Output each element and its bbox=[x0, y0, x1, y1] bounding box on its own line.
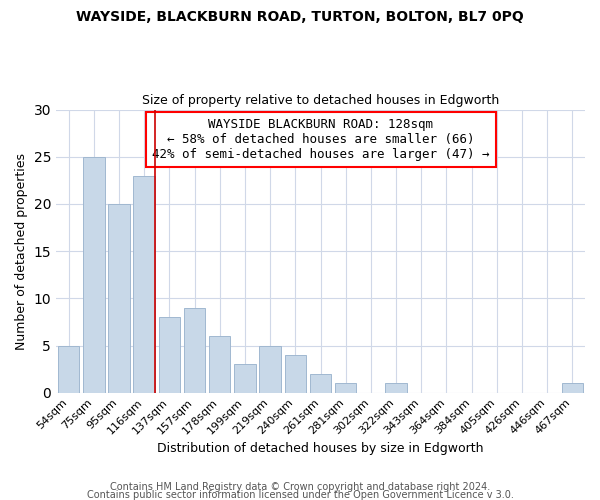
Text: WAYSIDE, BLACKBURN ROAD, TURTON, BOLTON, BL7 0PQ: WAYSIDE, BLACKBURN ROAD, TURTON, BOLTON,… bbox=[76, 10, 524, 24]
Bar bbox=[335, 384, 356, 392]
Bar bbox=[310, 374, 331, 392]
Bar bbox=[385, 384, 407, 392]
Text: Contains HM Land Registry data © Crown copyright and database right 2024.: Contains HM Land Registry data © Crown c… bbox=[110, 482, 490, 492]
Bar bbox=[234, 364, 256, 392]
Text: WAYSIDE BLACKBURN ROAD: 128sqm
← 58% of detached houses are smaller (66)
42% of : WAYSIDE BLACKBURN ROAD: 128sqm ← 58% of … bbox=[152, 118, 489, 161]
X-axis label: Distribution of detached houses by size in Edgworth: Distribution of detached houses by size … bbox=[157, 442, 484, 455]
Bar bbox=[109, 204, 130, 392]
Bar bbox=[133, 176, 155, 392]
Title: Size of property relative to detached houses in Edgworth: Size of property relative to detached ho… bbox=[142, 94, 499, 107]
Bar bbox=[184, 308, 205, 392]
Text: Contains public sector information licensed under the Open Government Licence v : Contains public sector information licen… bbox=[86, 490, 514, 500]
Bar bbox=[83, 156, 104, 392]
Bar bbox=[259, 346, 281, 393]
Y-axis label: Number of detached properties: Number of detached properties bbox=[15, 152, 28, 350]
Bar bbox=[58, 346, 79, 393]
Bar bbox=[158, 317, 180, 392]
Bar bbox=[284, 355, 306, 393]
Bar bbox=[562, 384, 583, 392]
Bar bbox=[209, 336, 230, 392]
